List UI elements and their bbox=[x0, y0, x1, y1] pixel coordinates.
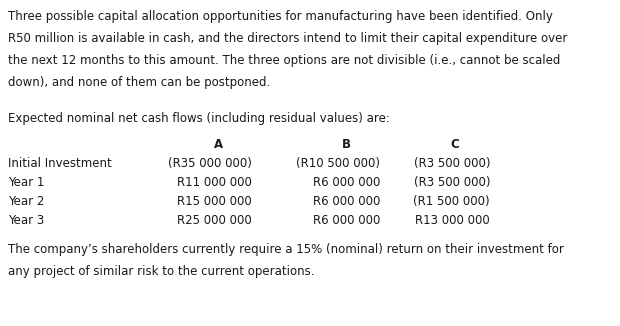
Text: down), and none of them can be postponed.: down), and none of them can be postponed… bbox=[8, 76, 270, 89]
Text: C: C bbox=[451, 138, 459, 151]
Text: R6 000 000: R6 000 000 bbox=[312, 214, 380, 227]
Text: (R3 500 000): (R3 500 000) bbox=[414, 176, 490, 189]
Text: the next 12 months to this amount. The three options are not divisible (i.e., ca: the next 12 months to this amount. The t… bbox=[8, 54, 560, 67]
Text: R25 000 000: R25 000 000 bbox=[177, 214, 252, 227]
Text: Year 2: Year 2 bbox=[8, 195, 45, 208]
Text: (R35 000 000): (R35 000 000) bbox=[168, 157, 252, 170]
Text: (R3 500 000): (R3 500 000) bbox=[414, 157, 490, 170]
Text: A: A bbox=[213, 138, 223, 151]
Text: The company’s shareholders currently require a 15% (nominal) return on their inv: The company’s shareholders currently req… bbox=[8, 243, 564, 256]
Text: R6 000 000: R6 000 000 bbox=[312, 176, 380, 189]
Text: B: B bbox=[342, 138, 350, 151]
Text: Year 1: Year 1 bbox=[8, 176, 45, 189]
Text: Year 3: Year 3 bbox=[8, 214, 44, 227]
Text: Initial Investment: Initial Investment bbox=[8, 157, 112, 170]
Text: Expected nominal net cash flows (including residual values) are:: Expected nominal net cash flows (includi… bbox=[8, 112, 390, 125]
Text: R11 000 000: R11 000 000 bbox=[177, 176, 252, 189]
Text: (R10 500 000): (R10 500 000) bbox=[296, 157, 380, 170]
Text: R15 000 000: R15 000 000 bbox=[177, 195, 252, 208]
Text: any project of similar risk to the current operations.: any project of similar risk to the curre… bbox=[8, 265, 314, 278]
Text: R50 million is available in cash, and the directors intend to limit their capita: R50 million is available in cash, and th… bbox=[8, 32, 567, 45]
Text: Three possible capital allocation opportunities for manufacturing have been iden: Three possible capital allocation opport… bbox=[8, 10, 553, 23]
Text: (R1 500 000): (R1 500 000) bbox=[414, 195, 490, 208]
Text: R13 000 000: R13 000 000 bbox=[415, 214, 490, 227]
Text: R6 000 000: R6 000 000 bbox=[312, 195, 380, 208]
